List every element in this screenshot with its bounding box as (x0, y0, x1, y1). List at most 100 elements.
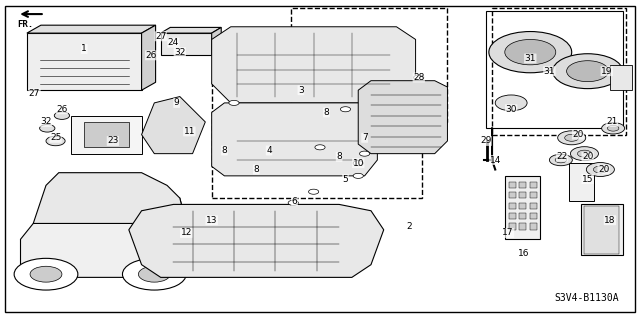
Text: 27: 27 (155, 32, 166, 41)
Bar (581, 204, 623, 255)
Bar (530, 192, 537, 198)
Circle shape (288, 200, 298, 205)
Text: 4: 4 (266, 146, 272, 155)
Text: 12: 12 (180, 228, 192, 237)
Polygon shape (212, 28, 221, 55)
Polygon shape (141, 97, 205, 154)
Polygon shape (84, 122, 129, 147)
Text: 31: 31 (525, 54, 536, 63)
Bar (486, 11, 623, 128)
Polygon shape (212, 27, 415, 103)
Bar (291, 8, 447, 122)
Text: 30: 30 (506, 105, 517, 114)
Text: 24: 24 (168, 38, 179, 47)
Bar (505, 176, 540, 239)
Circle shape (564, 134, 579, 141)
Text: 5: 5 (342, 174, 348, 184)
Bar (530, 203, 537, 209)
Polygon shape (212, 103, 378, 176)
Bar (520, 181, 527, 188)
Text: 14: 14 (490, 156, 501, 164)
Text: 3: 3 (298, 86, 304, 95)
Text: 29: 29 (480, 136, 492, 146)
Bar (520, 213, 527, 219)
Circle shape (566, 61, 609, 82)
Polygon shape (27, 25, 156, 33)
Circle shape (495, 95, 527, 111)
Circle shape (489, 32, 572, 73)
Polygon shape (358, 81, 447, 154)
Text: 32: 32 (174, 48, 186, 57)
Bar (530, 223, 537, 230)
Circle shape (229, 100, 239, 105)
Bar (492, 8, 626, 135)
Text: 20: 20 (582, 152, 593, 161)
Circle shape (14, 258, 78, 290)
Text: 31: 31 (543, 67, 555, 76)
Polygon shape (20, 192, 186, 277)
Circle shape (593, 166, 607, 173)
Circle shape (607, 125, 619, 131)
Bar (584, 206, 620, 253)
Circle shape (46, 136, 65, 146)
Text: 20: 20 (598, 165, 609, 174)
Text: 17: 17 (502, 228, 514, 237)
Text: 23: 23 (108, 136, 118, 146)
Circle shape (577, 150, 591, 157)
Bar (520, 203, 527, 209)
Text: 11: 11 (184, 127, 195, 136)
Text: 26: 26 (145, 51, 157, 60)
Circle shape (138, 266, 170, 282)
Text: 2: 2 (406, 222, 412, 231)
Bar (509, 213, 516, 219)
Polygon shape (129, 204, 384, 277)
Circle shape (353, 161, 364, 166)
Text: FR.: FR. (17, 20, 34, 29)
Text: 1: 1 (81, 44, 87, 53)
Bar (509, 203, 516, 209)
Circle shape (413, 75, 424, 80)
Polygon shape (141, 25, 156, 90)
Text: 22: 22 (557, 152, 568, 161)
Text: 28: 28 (413, 73, 424, 82)
Circle shape (122, 258, 186, 290)
Circle shape (555, 157, 566, 163)
Text: 8: 8 (323, 108, 329, 117)
Circle shape (340, 107, 351, 112)
Text: 8: 8 (221, 146, 227, 155)
Text: 27: 27 (29, 89, 40, 98)
Circle shape (315, 145, 325, 150)
Bar (530, 213, 537, 219)
Text: S3V4-B1130A: S3V4-B1130A (555, 293, 620, 303)
Circle shape (586, 163, 614, 177)
Text: 15: 15 (582, 174, 593, 184)
Text: 13: 13 (206, 216, 218, 225)
Circle shape (360, 151, 370, 156)
Text: 26: 26 (56, 105, 68, 114)
Bar (530, 181, 537, 188)
Circle shape (30, 266, 62, 282)
Text: 32: 32 (40, 117, 52, 126)
Polygon shape (72, 116, 141, 154)
Bar (520, 192, 527, 198)
Bar (509, 181, 516, 188)
Circle shape (353, 173, 364, 178)
Text: 19: 19 (601, 67, 612, 76)
Circle shape (549, 154, 572, 166)
Text: 25: 25 (50, 133, 61, 142)
Text: 9: 9 (173, 99, 179, 108)
Polygon shape (27, 33, 141, 90)
Bar (568, 163, 594, 201)
Bar (610, 65, 632, 90)
Circle shape (557, 131, 586, 145)
Text: 7: 7 (362, 133, 367, 142)
Text: 6: 6 (292, 197, 298, 206)
Text: 20: 20 (572, 130, 584, 139)
Circle shape (40, 124, 55, 132)
Circle shape (552, 54, 623, 89)
Circle shape (308, 189, 319, 194)
Text: 21: 21 (606, 117, 618, 126)
Bar (509, 223, 516, 230)
Polygon shape (161, 33, 212, 55)
Bar (520, 223, 527, 230)
